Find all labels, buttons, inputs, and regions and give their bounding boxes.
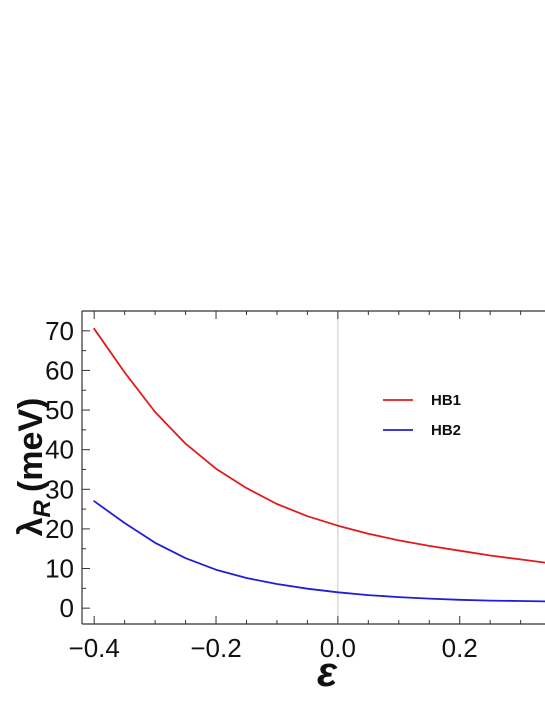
y-tick-label: 30 xyxy=(45,474,74,504)
y-tick-label: 70 xyxy=(45,316,74,346)
series-line-hb1 xyxy=(93,327,545,564)
legend-label-hb2: HB2 xyxy=(431,422,461,439)
y-tick-label: 20 xyxy=(45,514,74,544)
y-tick-label: 40 xyxy=(45,435,74,465)
y-tick-label: 0 xyxy=(60,593,74,623)
series-layer xyxy=(93,327,545,603)
x-tick-label: −0.2 xyxy=(190,633,241,663)
y-axis-title-subscript: R xyxy=(29,499,56,517)
x-tick-label: 0.0 xyxy=(320,633,356,663)
y-axis-title-symbol: λ xyxy=(12,517,50,536)
legend-label-hb1: HB1 xyxy=(431,392,461,409)
y-tick-label: 10 xyxy=(45,554,74,584)
x-axis-ticks: −0.4 −0.2 0.0 0.2 xyxy=(69,311,522,663)
y-axis-title-unit: (meV) xyxy=(12,398,50,492)
x-tick-label: −0.4 xyxy=(69,633,120,663)
y-axis-ticks: 0 10 20 30 40 50 60 70 xyxy=(45,310,90,623)
plot-frame xyxy=(81,310,545,625)
x-tick-label: 0.2 xyxy=(442,633,478,663)
y-tick-label: 50 xyxy=(45,395,74,425)
y-axis-title: λR (meV) xyxy=(12,398,56,537)
series-line-hb2 xyxy=(93,500,545,603)
x-axis-title: ε xyxy=(317,648,338,695)
legend: HB1 HB2 xyxy=(383,392,461,439)
y-tick-label: 60 xyxy=(45,355,74,385)
